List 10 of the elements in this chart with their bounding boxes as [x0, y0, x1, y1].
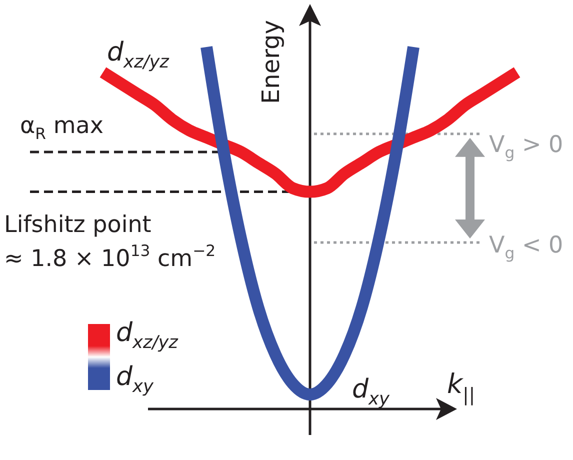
ref-line-label: V$_{g}$ > 0	[489, 132, 564, 162]
y-axis-title: Energy	[257, 20, 285, 104]
ref-line-label: V$_{g}$ < 0	[489, 232, 564, 263]
ref-line-label: α$_{R}$ max	[20, 112, 104, 144]
ref-line-label: Lifshitz point ≈ 1.8 × 10$^{13}$ cm$^{−2}$	[4, 212, 216, 272]
text: d$_{xy}$	[352, 374, 390, 410]
legend-label: d$_{xz/yz}$	[116, 318, 179, 354]
legend-label: d$_{xy}$	[116, 362, 154, 398]
text: d$_{xz/yz}$	[107, 37, 169, 73]
x-axis-title: k$_{||}$	[447, 369, 476, 406]
